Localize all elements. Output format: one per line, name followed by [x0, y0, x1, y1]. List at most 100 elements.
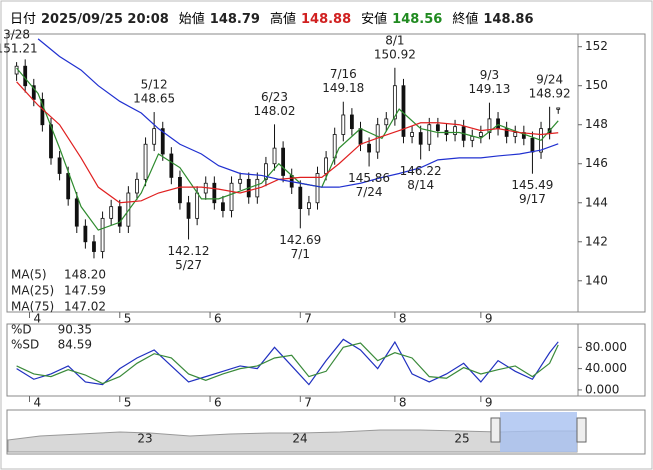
annotation-value: 142.69	[279, 233, 321, 247]
annotation-value: 148.02	[254, 104, 296, 118]
line-series	[16, 338, 559, 386]
candle-body	[143, 143, 148, 180]
candle-body	[392, 85, 397, 120]
annotation-value: 149.18	[322, 81, 364, 95]
annotation-value: 148.65	[133, 92, 175, 106]
candle-body	[109, 206, 114, 219]
candle-body	[349, 114, 354, 130]
y-tick-label: 0.000	[585, 382, 619, 396]
osc-panel	[6, 323, 646, 397]
annotation-date: 9/3	[480, 68, 499, 82]
candle-body	[530, 137, 535, 153]
annotation-value: 145.86	[348, 171, 390, 185]
annotation-value: 142.12	[168, 244, 210, 258]
header-value: 148.86	[483, 12, 534, 27]
candle-body	[315, 173, 320, 204]
x-tick-label: 9	[485, 396, 493, 410]
legend-name: MA(25)	[11, 284, 54, 298]
annotation-value: 146.22	[400, 164, 442, 178]
legend-value: 147.59	[64, 284, 106, 298]
candle-body	[178, 177, 182, 204]
candle-body	[298, 186, 303, 210]
candle-body	[40, 98, 45, 126]
candle-body	[272, 147, 277, 165]
y-tick-label: 80.000	[585, 340, 627, 354]
candle-body	[427, 124, 432, 145]
candle-body	[186, 202, 191, 219]
annotation-value: 148.92	[529, 86, 571, 100]
line-series	[16, 81, 559, 204]
annotation-date: 8/14	[407, 178, 434, 192]
legend-name: MA(5)	[11, 268, 47, 282]
annotation-value: 151.21	[0, 42, 38, 56]
candle-body	[496, 118, 500, 130]
legend-name: %SD	[11, 338, 39, 352]
candle-body	[23, 65, 28, 87]
header-value: 148.88	[300, 12, 352, 27]
annotation-date: 9/17	[519, 192, 546, 206]
navigator-label: 24	[292, 432, 307, 446]
candle-body	[117, 206, 122, 227]
candle-body	[324, 157, 328, 174]
candle-body	[410, 132, 414, 137]
navigator-label: 25	[454, 432, 469, 446]
annotation-value: 149.13	[468, 82, 510, 96]
candle-body	[57, 157, 62, 174]
navigator-range[interactable]	[500, 412, 577, 452]
price-panel	[6, 33, 646, 313]
candle-body	[470, 136, 475, 141]
y-tick-label: 140	[585, 273, 608, 287]
header-value: 148.79	[209, 12, 260, 27]
line-series	[16, 67, 559, 231]
candle-body	[513, 132, 518, 137]
candle-body	[556, 107, 561, 110]
navigator-panel	[6, 409, 646, 455]
x-tick-label: 5	[124, 312, 132, 326]
candle-body	[195, 192, 200, 219]
annotation-date: 6/23	[261, 90, 288, 104]
candle-body	[221, 202, 225, 211]
x-tick-label: 6	[214, 396, 222, 410]
y-tick-label: 152	[585, 39, 608, 53]
candle-body	[31, 85, 36, 100]
header-value: 148.56	[392, 12, 443, 27]
candle-body	[504, 128, 509, 137]
candle-body	[358, 128, 363, 145]
candle-body	[212, 182, 217, 204]
candle-body	[92, 241, 96, 252]
x-tick-label: 8	[399, 396, 407, 410]
legend-value: 90.35	[58, 323, 92, 337]
x-tick-label: 7	[304, 396, 312, 410]
range-handle[interactable]	[576, 417, 587, 443]
annotation-date: 3/28	[3, 28, 30, 42]
y-tick-label: 144	[585, 195, 608, 209]
candle-body	[367, 143, 371, 153]
annotation-date: 7/1	[291, 247, 310, 261]
annotation-date: 5/12	[141, 78, 168, 92]
x-tick-label: 9	[485, 312, 493, 326]
legend-name: MA(75)	[11, 300, 54, 314]
candle-body	[281, 147, 286, 176]
x-tick-label: 6	[214, 312, 222, 326]
annotation-date: 7/24	[356, 185, 383, 199]
candle-body	[341, 114, 346, 135]
y-tick-label: 142	[585, 234, 608, 248]
candle-body	[160, 128, 165, 155]
line-series	[37, 38, 559, 188]
candle-body	[453, 126, 457, 135]
range-handle[interactable]	[490, 417, 501, 443]
legend-box	[9, 266, 109, 310]
candle-body	[384, 118, 389, 126]
candle-body	[418, 132, 423, 145]
annotation-value: 150.92	[374, 47, 416, 61]
legend-value: 84.59	[58, 338, 92, 352]
candle-body	[487, 118, 492, 133]
candle-body	[238, 178, 243, 184]
annotation-date: 8/1	[385, 33, 404, 47]
y-tick-label: 148	[585, 117, 608, 131]
candle-body	[478, 132, 483, 137]
candle-body	[74, 198, 79, 227]
